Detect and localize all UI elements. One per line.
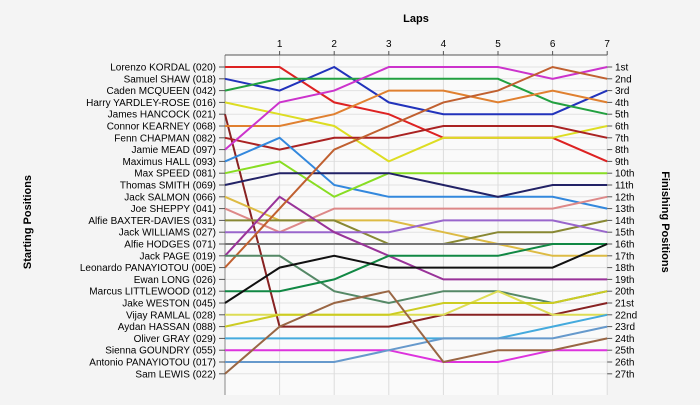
starting-label: Sam LEWIS (022) (135, 369, 216, 380)
series-line (225, 349, 608, 363)
finishing-label: 3rd (615, 86, 629, 97)
finishing-label: 25th (615, 346, 634, 357)
series-line (225, 89, 608, 127)
finishing-label: 15th (615, 228, 634, 239)
finishing-label: 20th (615, 287, 634, 298)
finishing-label: 23rd (615, 322, 635, 333)
starting-label: Lorenzo KORDAL (020) (110, 63, 216, 74)
finishing-label: 22nd (615, 310, 637, 321)
series-line (225, 325, 608, 363)
starting-label: Aydan HASSAN (088) (118, 322, 216, 333)
series-line (224, 66, 608, 151)
series-line (224, 290, 608, 328)
starting-label: Vijay RAMLAL (028) (126, 310, 216, 321)
finishing-label: 8th (615, 145, 629, 156)
left-axis-label: Starting Positions (22, 175, 34, 269)
starting-position-labels: Lorenzo KORDAL (020)Samuel SHAW (018)Cad… (80, 63, 225, 380)
finishing-label: 2nd (615, 74, 632, 85)
starting-label: Harry YARDLEY-ROSE (016) (86, 98, 216, 109)
starting-label: Alfie HODGES (071) (124, 240, 216, 251)
series-line (224, 125, 608, 151)
series-line (224, 101, 608, 163)
starting-label: Maximus HALL (093) (122, 157, 216, 168)
starting-label: Sienna GOUNDRY (055) (105, 346, 216, 357)
starting-label: Jack SALMON (066) (124, 192, 216, 203)
lap-tick-label: 4 (441, 39, 447, 50)
finishing-label: 9th (615, 157, 629, 168)
series-line (224, 172, 608, 198)
starting-label: Marcus LITTLEWOOD (012) (89, 287, 216, 298)
lap-tick-label: 3 (386, 39, 392, 50)
right-axis-label: Finishing Positions (659, 171, 671, 272)
finishing-label: 1st (615, 63, 629, 74)
finishing-label: 14th (615, 216, 634, 227)
lap-tick-labels: 1 2 3 4 5 6 7 (277, 39, 610, 55)
lap-tick-label: 5 (495, 39, 501, 50)
finishing-label: 21st (615, 299, 634, 310)
starting-label: Ewan LONG (026) (134, 275, 216, 286)
finishing-label: 12th (615, 192, 634, 203)
series-line (224, 136, 608, 210)
finishing-label: 19th (615, 275, 634, 286)
finishing-label: 24th (615, 334, 634, 345)
series-line (224, 77, 608, 116)
finishing-label: 13th (615, 204, 634, 215)
series-line (225, 243, 608, 293)
starting-label: Jamie MEAD (097) (132, 145, 216, 156)
starting-label: Jack PAGE (019) (139, 251, 216, 262)
starting-label: James HANCOCK (021) (108, 110, 216, 121)
lap-tick-label: 1 (277, 39, 283, 50)
finishing-label: 7th (615, 133, 629, 144)
starting-label: Leonardo PANAYIOTOU (00E) (80, 263, 216, 274)
finishing-label: 10th (615, 169, 634, 180)
lap-tick-label: 2 (331, 39, 337, 50)
starting-label: Max SPEED (081) (134, 169, 216, 180)
finishing-label: 17th (615, 251, 634, 262)
finishing-label: 27th (615, 369, 634, 380)
starting-label: Oliver GRAY (029) (134, 334, 216, 345)
chart-title: Laps (403, 13, 429, 25)
series-line (224, 65, 608, 116)
starting-label: Jake WESTON (045) (122, 299, 216, 310)
starting-label: Thomas SMITH (069) (120, 181, 216, 192)
series-line (224, 195, 608, 234)
finishing-position-labels: 1st2nd3rd4th5th6th7th8th9th10th11th12th1… (607, 63, 637, 380)
series-line (224, 243, 608, 304)
starting-label: Connor KEARNEY (068) (107, 122, 216, 133)
lap-tick-label: 6 (550, 39, 556, 50)
finishing-label: 5th (615, 110, 629, 121)
starting-label: Jack WILLIAMS (027) (119, 228, 216, 239)
series-line (224, 65, 608, 269)
finishing-label: 11th (615, 181, 634, 192)
finishing-label: 26th (615, 358, 634, 369)
finishing-label: 18th (615, 263, 634, 274)
finishing-label: 16th (615, 240, 634, 251)
series-line (225, 313, 608, 340)
starting-label: Joe SHEPPY (041) (131, 204, 216, 215)
starting-label: Samuel SHAW (018) (124, 74, 216, 85)
series-line (224, 290, 608, 375)
starting-label: Antonio PANAYIOTOU (017) (89, 358, 216, 369)
series-line (225, 254, 608, 305)
series-line (224, 160, 608, 198)
starting-label: Caden MCQUEEN (042) (107, 86, 216, 97)
starting-label: Alfie BAXTER-DAVIES (031) (88, 216, 216, 227)
finishing-label: 4th (615, 98, 629, 109)
series-line (225, 219, 608, 234)
series-line (224, 113, 608, 328)
series-lines (224, 65, 608, 375)
finishing-label: 6th (615, 122, 629, 133)
lap-tick-label: 7 (604, 39, 610, 50)
starting-label: Fenn CHAPMAN (082) (114, 133, 216, 144)
